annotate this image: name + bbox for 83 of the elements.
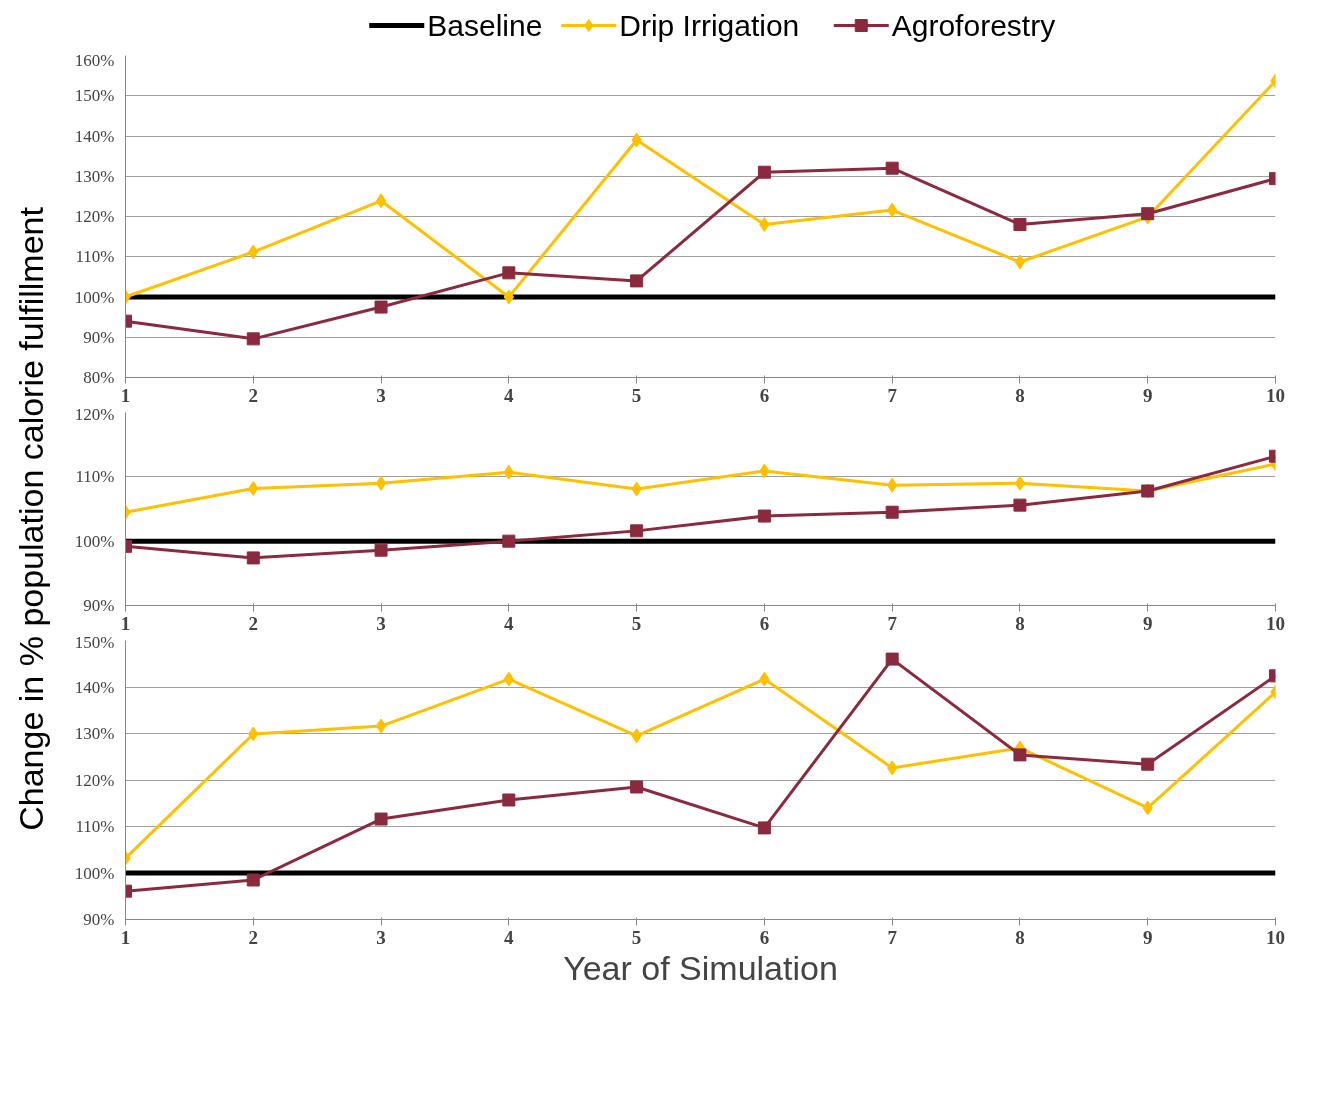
x-tick-label: 10 (1266, 926, 1285, 948)
y-axis-title: Change in % population calorie fulfillment (11, 206, 50, 831)
y-tick-label: 100% (74, 531, 115, 551)
y-tick-label: 120% (74, 404, 115, 424)
point (375, 475, 387, 491)
x-tick-label: 8 (1015, 926, 1025, 948)
point (1141, 207, 1155, 221)
y-tick-label: 90% (83, 910, 115, 929)
y-tick-label: 120% (74, 770, 115, 790)
legend-label: Baseline (427, 9, 543, 42)
x-axis-title: Year of Simulation (563, 948, 838, 987)
x-tick-label: 1 (120, 926, 131, 948)
y-tick-label: 80% (83, 368, 115, 387)
point (502, 266, 516, 280)
x-tick-label: 3 (376, 612, 386, 634)
x-tick-label: 10 (1266, 384, 1285, 406)
y-tick-label: 140% (74, 677, 115, 697)
point (1014, 254, 1026, 270)
x-tick-label: 4 (504, 612, 515, 634)
x-tick-label: 5 (631, 384, 642, 406)
x-tick-label: 9 (1142, 612, 1153, 634)
point (885, 161, 899, 175)
point (757, 165, 771, 179)
x-tick-label: 2 (248, 926, 259, 948)
x-tick-label: 2 (248, 612, 259, 634)
point (246, 332, 260, 346)
x-tick-label: 3 (376, 384, 386, 406)
y-tick-label: 110% (75, 467, 115, 487)
x-tick-label: 7 (887, 384, 898, 406)
y-tick-label: 150% (74, 632, 115, 652)
x-tick-label: 7 (887, 926, 898, 948)
point (757, 821, 771, 835)
x-tick-label: 7 (887, 612, 898, 634)
y-tick-label: 90% (83, 596, 115, 615)
legend-label: Drip Irrigation (619, 9, 800, 42)
point (757, 509, 771, 523)
point (375, 193, 387, 209)
point (1013, 748, 1027, 762)
x-tick-label: 6 (759, 612, 770, 634)
point (885, 652, 899, 666)
point (630, 524, 644, 538)
y-tick-label: 140% (74, 126, 115, 146)
x-tick-label: 9 (1142, 384, 1153, 406)
x-tick-label: 4 (504, 926, 515, 948)
x-tick-label: 1 (120, 384, 131, 406)
point (1013, 498, 1027, 512)
y-tick-label: 110% (75, 817, 115, 836)
point (375, 718, 387, 734)
legend-label: Agroforestry (891, 9, 1056, 42)
x-tick-label: 8 (1015, 612, 1025, 634)
x-tick-label: 3 (376, 926, 386, 948)
x-tick-label: 4 (504, 384, 515, 406)
point (1014, 475, 1026, 491)
x-tick-label: 8 (1015, 384, 1025, 406)
y-tick-label: 100% (74, 863, 115, 883)
x-tick-label: 6 (759, 926, 770, 948)
y-tick-label: 90% (83, 327, 115, 347)
y-tick-label: 110% (75, 247, 115, 267)
x-tick-label: 5 (631, 612, 642, 634)
point (502, 793, 516, 807)
point (630, 780, 644, 794)
point (630, 274, 644, 288)
x-tick-label: 9 (1142, 926, 1153, 948)
point (374, 543, 388, 557)
point (885, 505, 899, 519)
x-tick-label: 1 (120, 612, 131, 634)
y-tick-label: 130% (74, 724, 115, 743)
point (1013, 218, 1027, 232)
x-tick-label: 2 (248, 384, 259, 406)
point (246, 873, 260, 887)
y-tick-label: 160% (74, 50, 115, 70)
point (374, 812, 388, 826)
x-tick-label: 6 (759, 384, 770, 406)
x-tick-label: 5 (631, 926, 642, 948)
y-tick-label: 100% (74, 287, 115, 307)
point (246, 551, 260, 565)
x-tick-label: 10 (1266, 612, 1285, 634)
point (374, 300, 388, 314)
y-tick-label: 130% (74, 166, 115, 186)
y-tick-label: 150% (74, 86, 115, 106)
point (1141, 757, 1155, 771)
point (502, 534, 516, 548)
y-tick-label: 120% (74, 207, 115, 226)
